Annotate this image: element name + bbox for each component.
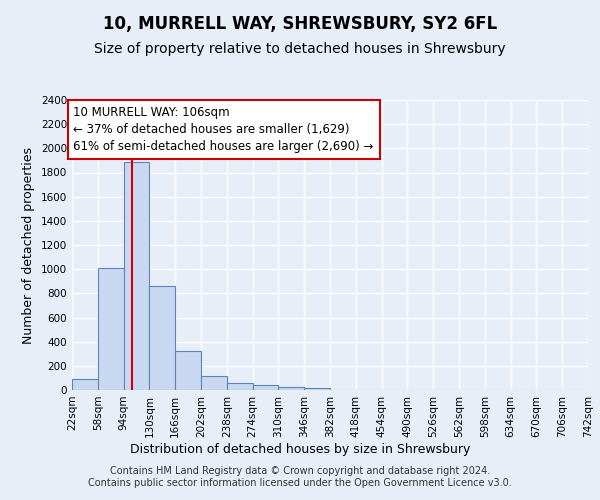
Text: Size of property relative to detached houses in Shrewsbury: Size of property relative to detached ho… xyxy=(94,42,506,56)
Text: 10, MURRELL WAY, SHREWSBURY, SY2 6FL: 10, MURRELL WAY, SHREWSBURY, SY2 6FL xyxy=(103,15,497,33)
Bar xyxy=(175,352,201,390)
Bar xyxy=(304,388,330,390)
Bar xyxy=(124,162,149,390)
Text: Contains HM Land Registry data © Crown copyright and database right 2024.
Contai: Contains HM Land Registry data © Crown c… xyxy=(88,466,512,487)
Y-axis label: Number of detached properties: Number of detached properties xyxy=(22,146,35,344)
Bar xyxy=(201,376,227,390)
Bar xyxy=(278,387,304,390)
Bar xyxy=(227,384,253,390)
Text: Distribution of detached houses by size in Shrewsbury: Distribution of detached houses by size … xyxy=(130,442,470,456)
Bar xyxy=(72,379,98,390)
Text: 10 MURRELL WAY: 106sqm
← 37% of detached houses are smaller (1,629)
61% of semi-: 10 MURRELL WAY: 106sqm ← 37% of detached… xyxy=(73,106,374,153)
Bar xyxy=(253,384,278,390)
Bar xyxy=(98,268,124,390)
Bar xyxy=(149,286,175,390)
